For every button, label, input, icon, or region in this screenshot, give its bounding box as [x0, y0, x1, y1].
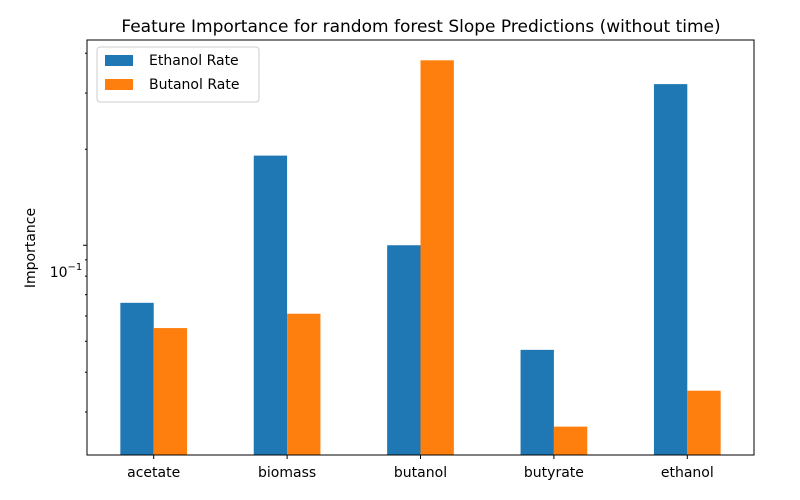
y-axis-ticks [83, 52, 87, 413]
y-tick-label: 10−1 [50, 262, 83, 281]
bar-ethanol-rate-butyrate [520, 349, 554, 455]
legend-box [96, 46, 260, 103]
bar-butanol-rate-biomass [287, 313, 321, 455]
x-tick-label-biomass: biomass [258, 465, 316, 481]
legend-swatch-ethanol-rate [105, 55, 133, 66]
bar-ethanol-rate-acetate [120, 302, 154, 455]
legend: Ethanol Rate Butanol Rate [96, 46, 260, 103]
bar-butanol-rate-acetate [153, 328, 188, 455]
bar-butanol-rate-ethanol [687, 390, 721, 455]
bar-butanol-rate-butyrate [553, 426, 588, 455]
y-axis-label: Importance [23, 208, 39, 288]
legend-label-butanol-rate: Butanol Rate [149, 77, 239, 93]
bars-layer [120, 60, 721, 455]
x-tick-label-butanol: butanol [394, 465, 447, 481]
x-tick-label-acetate: acetate [127, 465, 180, 481]
y-tick-label-exponent: −1 [68, 262, 83, 273]
legend-swatch-butanol-rate [105, 79, 133, 90]
x-tick-label-butyrate: butyrate [524, 465, 584, 481]
bar-ethanol-rate-ethanol [653, 84, 688, 455]
bar-ethanol-rate-butanol [387, 245, 421, 455]
legend-label-ethanol-rate: Ethanol Rate [149, 53, 239, 69]
x-axis-ticks: acetate biomass butanol butyrate ethanol [127, 455, 714, 481]
bar-ethanol-rate-biomass [253, 155, 288, 455]
bar-butanol-rate-butanol [420, 60, 454, 455]
chart-title: Feature Importance for random forest Slo… [121, 17, 720, 37]
y-tick-label-base: 10 [50, 265, 68, 281]
x-tick-label-ethanol: ethanol [661, 465, 714, 481]
